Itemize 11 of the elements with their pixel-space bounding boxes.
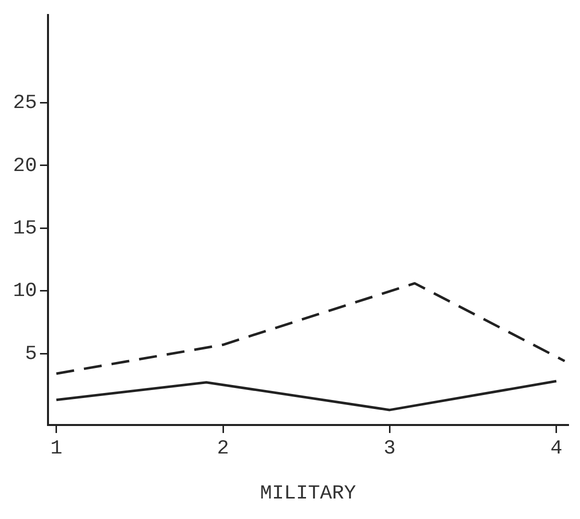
x-tick-label: 1	[50, 437, 62, 460]
line-series	[55, 282, 566, 375]
x-tick-label: 2	[216, 437, 230, 460]
y-tick-label: 20	[12, 154, 38, 178]
x-axis-title: MILITARY	[260, 482, 356, 506]
y-tick-label: 10	[12, 280, 38, 304]
x-tick-label: 4	[550, 437, 562, 460]
y-tick-label: 15	[12, 217, 38, 240]
y-tick-label: 5	[24, 342, 38, 366]
y-tick-label: 25	[12, 92, 38, 116]
x-tick-label: 3	[384, 437, 396, 460]
